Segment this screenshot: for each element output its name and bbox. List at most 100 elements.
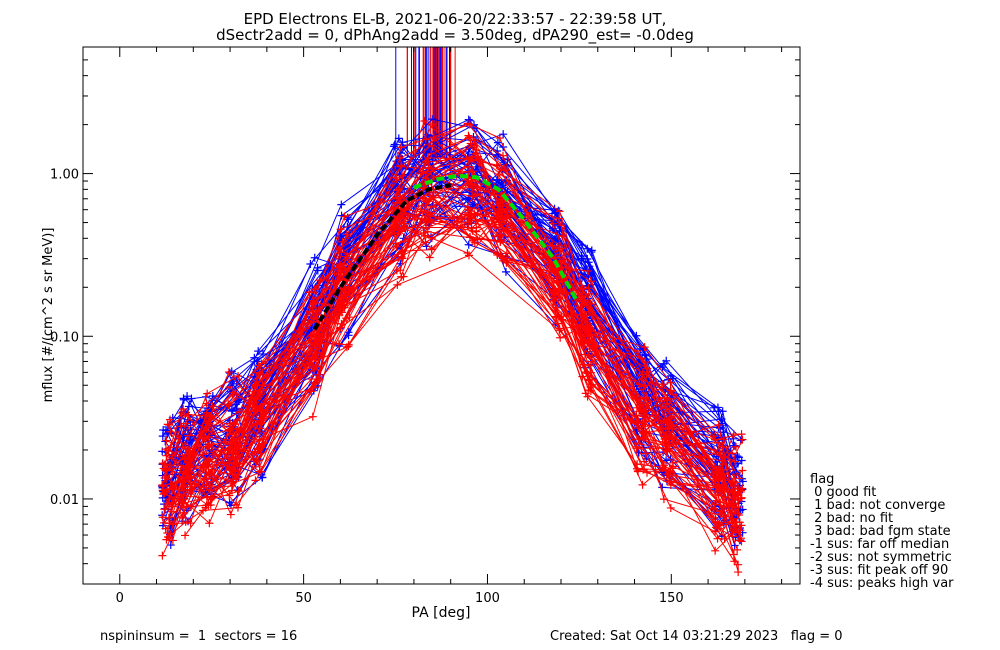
- red-sweep-line: [172, 176, 733, 513]
- plus-marker: [180, 483, 189, 492]
- legend-entry: 2 bad: no fit: [810, 511, 893, 526]
- plus-marker: [494, 171, 503, 180]
- plus-marker: [342, 343, 351, 352]
- plus-marker: [310, 253, 319, 262]
- legend-entry: 1 bad: not converge: [810, 498, 945, 513]
- plus-marker: [467, 168, 476, 177]
- plus-marker: [168, 451, 177, 460]
- plus-marker: [227, 453, 236, 462]
- median-curve: [312, 183, 452, 331]
- plus-marker: [308, 412, 317, 421]
- plus-marker: [232, 500, 241, 509]
- plus-marker: [587, 357, 596, 366]
- plus-marker: [552, 273, 561, 282]
- plus-marker: [735, 474, 744, 483]
- plus-marker: [555, 324, 564, 333]
- plus-marker: [586, 361, 595, 370]
- plus-marker: [186, 519, 195, 528]
- plus-marker: [231, 420, 240, 429]
- plus-marker: [202, 399, 211, 408]
- plus-marker: [187, 394, 196, 403]
- plus-marker: [305, 288, 314, 297]
- plus-marker: [335, 300, 344, 309]
- plus-marker: [224, 368, 233, 377]
- plus-marker: [640, 457, 649, 466]
- plus-marker: [419, 167, 428, 176]
- plus-marker: [185, 444, 194, 453]
- plus-marker: [208, 401, 217, 410]
- plus-marker: [160, 505, 169, 514]
- plus-marker: [199, 483, 208, 492]
- plus-marker: [182, 463, 191, 472]
- red-sweep-line: [163, 214, 742, 539]
- x-tick-label: 150: [659, 591, 684, 606]
- plus-marker: [310, 379, 319, 388]
- plus-marker: [503, 256, 512, 265]
- plus-marker: [734, 568, 743, 577]
- plus-marker: [587, 247, 596, 256]
- plus-marker: [737, 456, 746, 465]
- plus-marker: [720, 534, 729, 543]
- plus-marker: [392, 193, 401, 202]
- plus-marker: [730, 557, 739, 566]
- plus-marker: [224, 446, 233, 455]
- red-sweep-line: [165, 186, 737, 492]
- plus-marker: [305, 307, 314, 316]
- plus-marker: [181, 455, 190, 464]
- plus-marker: [728, 502, 737, 511]
- plus-marker: [662, 356, 671, 365]
- plus-marker: [468, 167, 477, 176]
- plus-marker: [463, 119, 472, 128]
- legend-entry: -4 sus: peaks high var: [810, 576, 954, 591]
- plus-marker: [711, 546, 720, 555]
- plus-marker: [640, 343, 649, 352]
- plus-marker: [464, 240, 473, 249]
- plus-marker: [733, 545, 742, 554]
- plus-marker: [166, 480, 175, 489]
- plus-marker: [209, 450, 218, 459]
- plus-marker: [638, 480, 647, 489]
- plus-marker: [583, 369, 592, 378]
- plus-marker: [183, 431, 192, 440]
- plus-marker: [199, 442, 208, 451]
- y-axis-label: mflux [#/(cm^2 s sr MeV)]: [41, 228, 56, 403]
- plus-marker: [228, 390, 237, 399]
- plus-marker: [638, 370, 647, 379]
- y-tick-label: 0.10: [50, 330, 79, 345]
- plus-marker: [633, 466, 642, 475]
- plus-marker: [158, 480, 167, 489]
- plus-marker: [730, 478, 739, 487]
- plus-marker: [717, 484, 726, 493]
- plus-marker: [664, 431, 673, 440]
- plus-marker: [473, 155, 482, 164]
- plus-marker: [397, 223, 406, 232]
- plus-marker: [641, 413, 650, 422]
- plus-marker: [255, 462, 264, 471]
- plus-marker: [498, 151, 507, 160]
- plus-marker: [583, 392, 592, 401]
- x-tick-label: 100: [475, 591, 500, 606]
- plus-marker: [343, 250, 352, 259]
- red-sweep-line: [168, 144, 724, 475]
- plus-marker: [227, 482, 236, 491]
- plus-marker: [737, 521, 746, 530]
- red-sweep-line: [190, 177, 733, 508]
- plus-marker: [202, 408, 211, 417]
- plus-marker: [719, 453, 728, 462]
- plus-marker: [344, 331, 353, 340]
- plus-marker: [396, 162, 405, 171]
- plus-marker: [556, 333, 565, 342]
- plus-marker: [557, 244, 566, 253]
- plus-marker: [204, 456, 213, 465]
- plus-marker: [714, 407, 723, 416]
- legend-entry: 3 bad: bad fgm state: [810, 524, 951, 539]
- plus-marker: [499, 130, 508, 139]
- red-sweep-line: [164, 215, 737, 524]
- plus-marker: [666, 386, 675, 395]
- plus-marker: [473, 209, 482, 218]
- y-tick-label: 1.00: [50, 168, 79, 183]
- plus-marker: [558, 277, 567, 286]
- plus-marker: [636, 398, 645, 407]
- plus-marker: [392, 173, 401, 182]
